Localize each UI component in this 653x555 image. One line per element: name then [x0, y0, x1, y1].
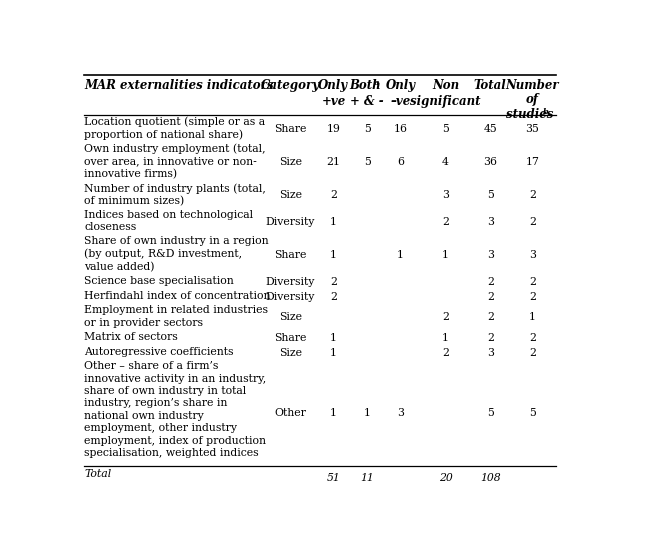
Text: 3: 3 — [486, 347, 494, 357]
Text: 3: 3 — [486, 216, 494, 226]
Text: 35: 35 — [526, 124, 539, 134]
Text: 5: 5 — [487, 408, 494, 418]
Text: Only: Only — [386, 79, 416, 92]
Text: Number of industry plants (total,
of minimum sizes): Number of industry plants (total, of min… — [84, 183, 266, 206]
Text: 17: 17 — [526, 157, 539, 167]
Text: Size: Size — [279, 312, 302, 322]
Text: 1: 1 — [397, 250, 404, 260]
Text: 2: 2 — [486, 292, 494, 302]
Text: Size: Size — [279, 190, 302, 200]
Text: 2: 2 — [486, 312, 494, 322]
Text: 2: 2 — [442, 216, 449, 226]
Text: Category: Category — [261, 79, 320, 92]
Text: 36: 36 — [483, 157, 498, 167]
Text: Employment in related industries
or in provider sectors: Employment in related industries or in p… — [84, 305, 268, 327]
Text: Size: Size — [279, 157, 302, 167]
Text: 2: 2 — [330, 190, 337, 200]
Text: 19: 19 — [326, 124, 340, 134]
Text: Own industry employment (total,
over area, in innovative or non-
innovative firm: Own industry employment (total, over are… — [84, 143, 266, 179]
Text: Both: Both — [349, 79, 381, 92]
Text: Herfindahl index of concentration: Herfindahl index of concentration — [84, 291, 270, 301]
Text: significant: significant — [410, 95, 481, 108]
Text: 2: 2 — [442, 312, 449, 322]
Text: 1: 1 — [330, 408, 337, 418]
Text: 2: 2 — [442, 347, 449, 357]
Text: 2: 2 — [529, 333, 535, 343]
Text: 108: 108 — [480, 473, 501, 483]
Text: 5: 5 — [364, 157, 371, 167]
Text: Share of own industry in a region
(by output, R&D investment,
value added): Share of own industry in a region (by ou… — [84, 236, 269, 272]
Text: Non: Non — [432, 79, 459, 92]
Text: 20: 20 — [439, 473, 453, 483]
Text: Matrix of sectors: Matrix of sectors — [84, 332, 178, 342]
Text: 5: 5 — [487, 190, 494, 200]
Text: Other: Other — [274, 408, 306, 418]
Text: MAR externalities indicators: MAR externalities indicators — [84, 79, 274, 92]
Text: 4: 4 — [442, 157, 449, 167]
Text: Size: Size — [279, 347, 302, 357]
Text: 51: 51 — [326, 473, 340, 483]
Text: Share: Share — [274, 124, 306, 134]
Text: 2: 2 — [486, 333, 494, 343]
Text: –ve: –ve — [390, 95, 411, 108]
Text: of: of — [526, 93, 539, 106]
Text: + & -: + & - — [351, 95, 384, 108]
Text: Share: Share — [274, 333, 306, 343]
Text: 2: 2 — [330, 277, 337, 287]
Text: 11: 11 — [360, 473, 374, 483]
Text: 2: 2 — [486, 277, 494, 287]
Text: 3: 3 — [486, 250, 494, 260]
Text: 3: 3 — [397, 408, 404, 418]
Text: 6: 6 — [397, 157, 404, 167]
Text: 1: 1 — [330, 216, 337, 226]
Text: 16: 16 — [394, 124, 407, 134]
Text: Autoregressive coefficients: Autoregressive coefficients — [84, 346, 234, 356]
Text: Total: Total — [84, 469, 112, 479]
Text: 1: 1 — [364, 408, 371, 418]
Text: Total: Total — [474, 79, 507, 92]
Text: Diversity: Diversity — [266, 292, 315, 302]
Text: b: b — [543, 108, 549, 115]
Text: 21: 21 — [326, 157, 340, 167]
Text: +ve: +ve — [321, 95, 345, 108]
Text: 1: 1 — [442, 333, 449, 343]
Text: 3: 3 — [529, 250, 535, 260]
Text: a: a — [374, 79, 379, 87]
Text: 1: 1 — [330, 250, 337, 260]
Text: 45: 45 — [483, 124, 497, 134]
Text: studies: studies — [506, 108, 554, 120]
Text: Diversity: Diversity — [266, 216, 315, 226]
Text: Diversity: Diversity — [266, 277, 315, 287]
Text: Location quotient (simple or as a
proportion of national share): Location quotient (simple or as a propor… — [84, 117, 265, 140]
Text: 2: 2 — [529, 292, 535, 302]
Text: 2: 2 — [529, 347, 535, 357]
Text: 2: 2 — [529, 277, 535, 287]
Text: 5: 5 — [442, 124, 449, 134]
Text: 1: 1 — [330, 333, 337, 343]
Text: 2: 2 — [529, 216, 535, 226]
Text: 1: 1 — [330, 347, 337, 357]
Text: Science base specialisation: Science base specialisation — [84, 276, 234, 286]
Text: 2: 2 — [529, 190, 535, 200]
Text: 3: 3 — [442, 190, 449, 200]
Text: 1: 1 — [442, 250, 449, 260]
Text: Indices based on technological
closeness: Indices based on technological closeness — [84, 210, 253, 232]
Text: 2: 2 — [330, 292, 337, 302]
Text: 5: 5 — [364, 124, 371, 134]
Text: 1: 1 — [529, 312, 535, 322]
Text: 5: 5 — [529, 408, 535, 418]
Text: Share: Share — [274, 250, 306, 260]
Text: Number: Number — [505, 79, 559, 92]
Text: Only: Only — [318, 79, 349, 92]
Text: Other – share of a firm’s
innovative activity in an industry,
share of own indus: Other – share of a firm’s innovative act… — [84, 361, 266, 458]
